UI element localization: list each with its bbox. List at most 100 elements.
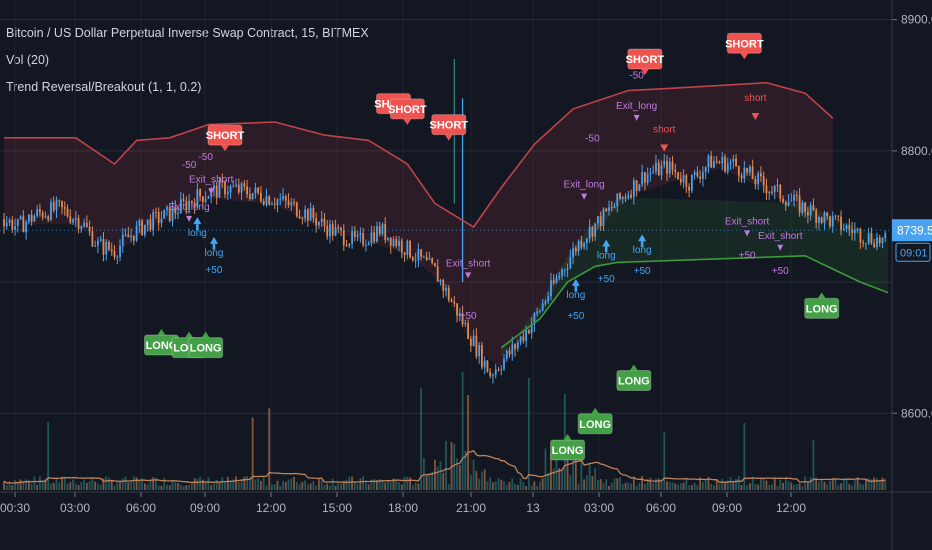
x-tick-label-12: 12:00 <box>776 501 806 515</box>
signal-long-10[interactable]: LONG <box>577 407 613 435</box>
candle-body-233 <box>646 173 649 183</box>
candle-body-134 <box>373 232 376 242</box>
volume-bar-54 <box>152 477 155 490</box>
candle-body-92 <box>257 187 260 193</box>
volume-bar-301 <box>834 478 837 490</box>
volume-bar-298 <box>826 484 829 490</box>
signal-short-5[interactable]: SHORT <box>725 32 764 60</box>
y-tick-label-0: 8900.0 <box>901 13 932 27</box>
signal-long-11[interactable]: LONG <box>616 364 652 391</box>
volume-bar-258 <box>715 479 718 490</box>
volume-bar-317 <box>878 480 881 490</box>
candle-body-148 <box>411 257 414 261</box>
volume-bar-183 <box>508 481 511 490</box>
volume-bar-15 <box>44 479 47 490</box>
signal-label-11: LONG <box>618 375 650 387</box>
volume-bar-169 <box>469 475 472 490</box>
candle-body-159 <box>442 280 445 291</box>
volume-bar-47 <box>132 476 135 490</box>
volume-bar-71 <box>199 476 202 490</box>
annotation-1: -50 <box>182 160 197 171</box>
volume-bar-118 <box>329 485 331 490</box>
annotation-24: +50 <box>772 266 789 277</box>
volume-bar-297 <box>823 481 826 490</box>
volume-bar-144 <box>400 484 403 490</box>
volume-bar-226 <box>627 482 630 490</box>
signal-short-0[interactable]: SHORT <box>206 124 245 152</box>
volume-bar-264 <box>732 482 735 490</box>
volume-bar-305 <box>845 479 848 490</box>
volume-bar-111 <box>309 483 312 490</box>
candle-body-118 <box>329 224 331 237</box>
signal-long-9[interactable]: LONG <box>550 434 586 461</box>
x-tick-label-10: 06:00 <box>646 501 676 515</box>
volume-bar-121 <box>337 483 340 490</box>
candle-body-290 <box>804 202 807 213</box>
candle-body-77 <box>215 185 218 198</box>
candle-body-21 <box>61 200 63 208</box>
legend-volume[interactable]: Vol (20) <box>6 53 50 67</box>
volume-bar-4 <box>14 480 16 490</box>
candle-body-277 <box>768 191 771 194</box>
signal-short-4[interactable]: SHORT <box>626 48 665 76</box>
signal-long-6[interactable]: LONG <box>143 329 179 356</box>
candle-body-16 <box>47 216 50 220</box>
candle-body-149 <box>414 260 417 262</box>
candle-body-167 <box>464 323 467 325</box>
volume-bar-123 <box>342 481 345 490</box>
signals[interactable]: SHORTSHORTSHORTSHORTSHORTSHORTLONGLONGLO… <box>143 32 840 461</box>
candle-body-178 <box>494 369 497 376</box>
candle-body-279 <box>773 186 776 192</box>
volume-bar-299 <box>829 480 831 490</box>
volume-bar-261 <box>724 482 726 490</box>
candle-body-20 <box>58 200 61 202</box>
volume-bar-236 <box>655 478 657 490</box>
legend-indicator[interactable]: Trend Reversal/Breakout (1, 1, 0.2) <box>6 80 202 94</box>
candle-body-241 <box>668 161 671 174</box>
candle-body-226 <box>627 194 630 199</box>
volume-bar-281 <box>779 479 782 490</box>
volume-bar-269 <box>746 485 749 490</box>
volume-bar-252 <box>699 477 702 490</box>
volume-bar-3 <box>11 485 14 490</box>
volume-bar-49 <box>138 481 141 490</box>
candle-body-109 <box>304 209 307 219</box>
signal-long-12[interactable]: LONG <box>804 292 840 319</box>
candle-body-199 <box>552 280 555 283</box>
candle-body-165 <box>458 313 461 316</box>
candle-body-271 <box>751 166 754 180</box>
volume-bar-160 <box>445 440 447 490</box>
volume-bar-84 <box>235 476 237 490</box>
legend-symbol-title[interactable]: Bitcoin / US Dollar Perpetual Inverse Sw… <box>6 26 369 40</box>
candle-body-259 <box>718 162 721 164</box>
candle-body-133 <box>370 232 373 244</box>
volume-bar-246 <box>682 482 685 490</box>
candle-body-231 <box>641 172 644 185</box>
signal-short-2[interactable]: SHORT <box>388 98 427 125</box>
candle-body-242 <box>671 161 674 170</box>
x-tick-label-6: 18:00 <box>388 501 418 515</box>
volume-bar-114 <box>318 478 320 490</box>
volume-bar-7 <box>22 481 25 490</box>
candle-body-311 <box>862 242 865 244</box>
signal-label-8: LONG <box>190 343 222 355</box>
volume-bar-276 <box>765 480 768 490</box>
candle-body-144 <box>400 240 403 253</box>
signal-short-3[interactable]: SHORT <box>430 114 469 141</box>
candle-body-205 <box>569 257 572 269</box>
volume-bar-171 <box>475 471 478 490</box>
candle-body-173 <box>481 345 483 368</box>
annotation-9: -50 <box>629 71 644 82</box>
volume-bar-277 <box>768 485 771 490</box>
candle-body-222 <box>616 193 619 207</box>
volume-bar-212 <box>588 463 591 490</box>
candle-body-147 <box>409 240 411 258</box>
signal-long-8[interactable]: LONG <box>188 331 224 359</box>
volume-bar-207 <box>574 452 577 490</box>
volume-bar-140 <box>389 482 392 490</box>
candle-body-299 <box>829 216 831 227</box>
candle-body-9 <box>27 214 30 222</box>
candle-body-301 <box>834 215 837 217</box>
volume-bar-192 <box>533 481 536 490</box>
